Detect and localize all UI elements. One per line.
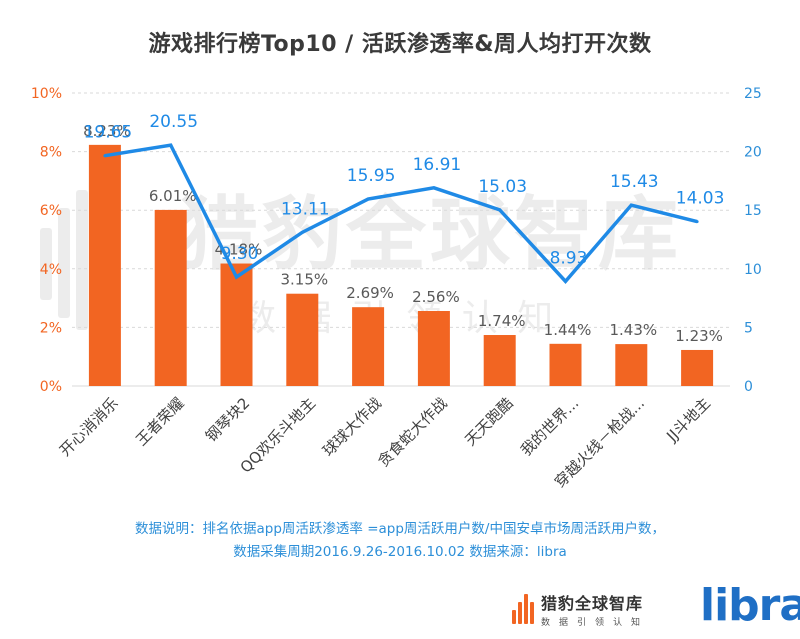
bar (483, 335, 516, 386)
line-value-label: 15.43 (610, 172, 659, 192)
cheetah-brand: 猎豹全球智库 数据引领认知 (512, 590, 649, 628)
bar-value-label: 1.23% (675, 327, 723, 345)
line-point (432, 186, 436, 190)
combo-chart: 猎豹全球智库 数 据 引 领 认 知 8.23%6.01%4.18%3.15%2… (31, 86, 762, 491)
bar (352, 307, 385, 386)
data-note-line-1: 数据说明：排名依据app周活跃渗透率 =app周活跃用户数/中国安卓市场周活跃用… (135, 521, 665, 537)
y-left-tick-label: 10% (31, 86, 62, 102)
line-point (103, 154, 107, 158)
data-note-line-2: 数据采集周期2016.9.26-2016.10.02 数据来源：libra (233, 544, 567, 560)
bar-value-label: 2.69% (346, 284, 394, 302)
bar-value-label: 3.15% (280, 271, 328, 289)
libra-logo: libra (700, 580, 800, 631)
y-axis-left: 0% 2% 4% 6% 8% 10% (31, 86, 62, 395)
line-series (103, 143, 699, 284)
line-point (564, 279, 567, 283)
bar-value-label: 1.43% (609, 321, 657, 339)
bar (220, 263, 253, 386)
line-point (629, 203, 633, 207)
bar-value-label: 1.74% (478, 312, 526, 330)
cheetah-logo-icon (512, 594, 534, 624)
line-point (498, 208, 502, 212)
x-tick-label: 钢琴块2 (202, 394, 253, 445)
x-tick-label: 王者荣耀 (132, 394, 187, 449)
bar (286, 293, 319, 386)
bar-value-label: 8.23% (83, 122, 131, 140)
y-left-tick-label: 0% (40, 379, 62, 395)
y-right-tick-label: 20 (744, 145, 762, 161)
bar-value-label: 6.01% (149, 187, 197, 205)
y-left-tick-label: 6% (40, 203, 62, 219)
watermark-title: 猎豹全球智库 (178, 188, 682, 281)
y-left-tick-label: 8% (40, 145, 62, 161)
bar-value-labels: 8.23%6.01%4.18%3.15%2.69% 2.56%1.74% 1.44%… (83, 122, 723, 345)
y-left-tick-label: 2% (40, 320, 62, 336)
y-axis-right: 0 5 10 15 20 25 (744, 86, 762, 395)
brand-name: 猎豹全球智库 (541, 594, 644, 613)
bar (154, 209, 187, 386)
line-point (235, 275, 238, 279)
line-value-label: 9.30 (221, 244, 259, 264)
y-right-tick-label: 5 (744, 320, 753, 336)
y-left-tick-label: 4% (40, 262, 62, 278)
bar (417, 310, 450, 386)
x-tick-label: 球球大作战 (319, 394, 385, 460)
line-value-label: 20.55 (149, 112, 198, 132)
bar (681, 349, 714, 386)
line-point (169, 143, 173, 147)
line-value-label: 13.11 (281, 199, 330, 219)
y-right-tick-label: 10 (744, 262, 762, 278)
bar-value-label: 1.44% (544, 321, 592, 339)
y-right-tick-label: 0 (744, 379, 753, 395)
bar (88, 144, 121, 386)
line-point (695, 220, 699, 224)
line-value-label: 8.93 (550, 248, 588, 268)
line-value-labels: 19.65 20.55 9.30 13.11 15.95 16.91 15.03 8.93 15… (84, 112, 725, 268)
line-point (300, 230, 304, 234)
bar (615, 344, 648, 386)
x-tick-label: 天天跑酷 (461, 394, 516, 449)
x-tick-label: 开心消消乐 (56, 394, 122, 460)
line-value-label: 19.65 (84, 123, 133, 143)
x-tick-label: JJ斗地主 (662, 394, 714, 446)
y-right-tick-label: 25 (744, 86, 762, 102)
bar (549, 343, 582, 386)
x-tick-label: 贪食蛇大作战 (374, 394, 450, 470)
line-path (104, 143, 698, 284)
line-value-label: 15.03 (478, 177, 527, 197)
brand-slogan: 数据引领认知 (541, 618, 650, 628)
line-value-label: 15.95 (347, 166, 396, 186)
chart-title: 游戏排行榜Top10 / 活跃渗透率&周人均打开次数 (148, 32, 652, 57)
line-value-label: 14.03 (676, 189, 725, 209)
line-point (366, 197, 370, 201)
x-tick-label: 我的世界... (517, 394, 582, 459)
line-value-label: 16.91 (413, 155, 462, 175)
bar-value-label: 2.56% (412, 288, 460, 306)
bar-series (88, 144, 714, 386)
y-right-tick-label: 15 (744, 203, 762, 219)
